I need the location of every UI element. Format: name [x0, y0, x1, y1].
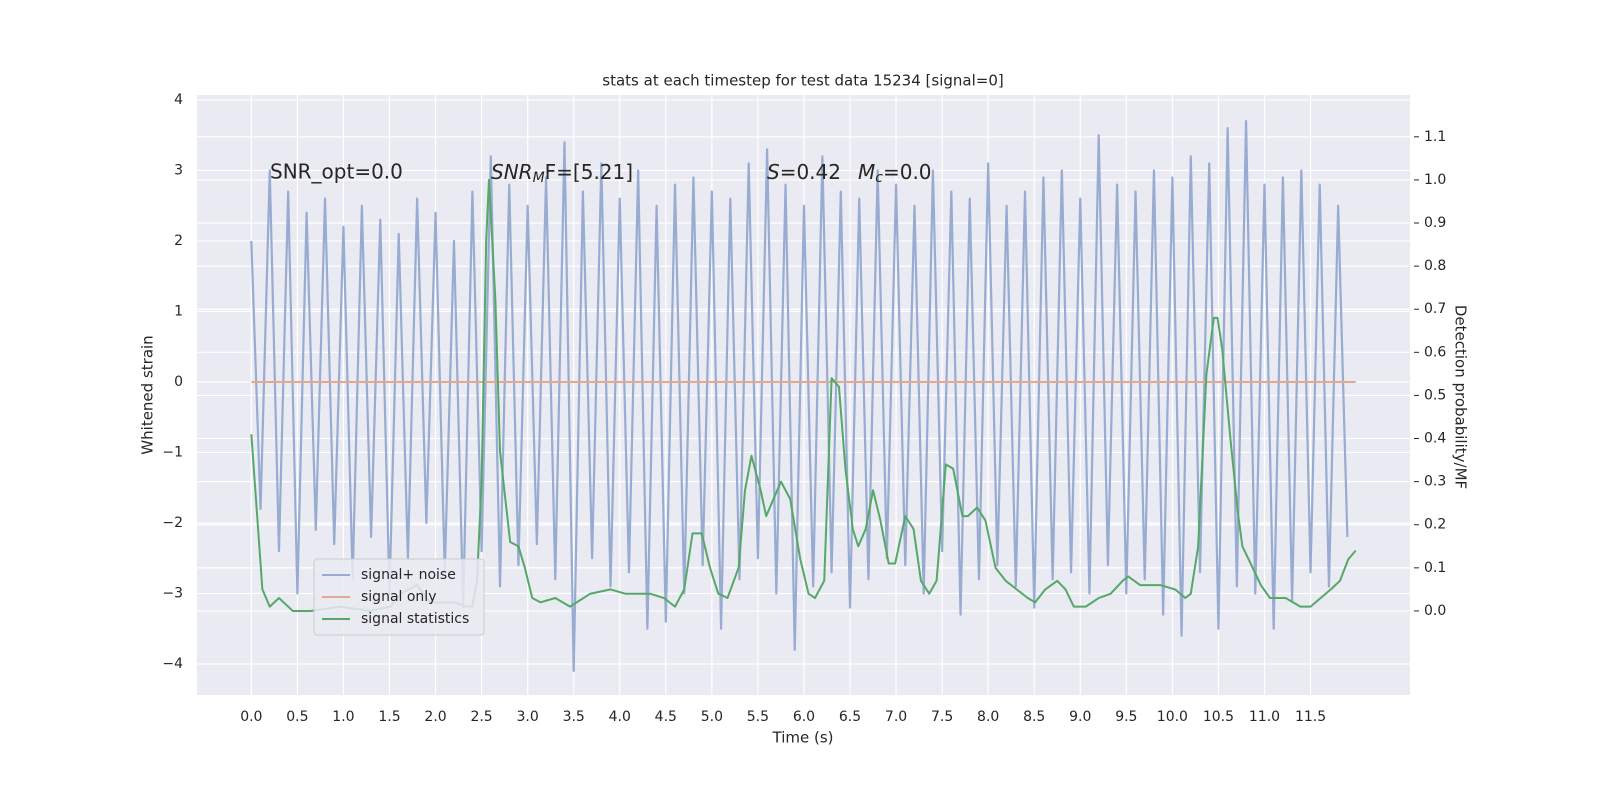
y2-tick-label: 0.9: [1424, 215, 1446, 231]
y2-tick-label: 1.0: [1424, 172, 1446, 188]
x-tick-label: 1.0: [332, 709, 354, 725]
annotation-part: =0.42: [780, 160, 841, 184]
y2-tick-label: 0.0: [1424, 603, 1446, 619]
legend-box: [313, 558, 485, 636]
y-axis-label: Whitened strain: [139, 335, 157, 454]
x-tick-label: 5.0: [701, 709, 723, 725]
y2-axis-label: Detection probability/MF: [1452, 305, 1470, 489]
y-tick-label: −2: [162, 515, 183, 531]
y-tick-label: 0: [174, 374, 183, 390]
legend: signal+ noise signal only signal statistic…: [313, 558, 485, 636]
y2-tick-label: 0.5: [1424, 387, 1446, 403]
x-tick-label: 11.5: [1295, 709, 1326, 725]
x-tick-label: 4.0: [609, 709, 631, 725]
series-line: [250, 119, 1349, 673]
annotation-part: SNR: [491, 160, 533, 184]
x-tick-label: 2.0: [424, 709, 446, 725]
annotation-part: c: [875, 170, 883, 186]
chart-title: stats at each timestep for test data 152…: [602, 72, 1003, 90]
annotation: S=0.42: [767, 160, 841, 184]
x-tick-label: 9.0: [1069, 709, 1091, 725]
x-tick-label: 3.5: [563, 709, 585, 725]
y2-tick-label: 0.1: [1424, 560, 1446, 576]
y-tick-label: −1: [162, 444, 183, 460]
y-tick-label: 3: [174, 162, 183, 178]
x-tick-label: 10.5: [1203, 709, 1234, 725]
y2-tick-label: 0.3: [1424, 474, 1446, 490]
annotation-part: M: [533, 170, 545, 186]
x-tick-label: 6.5: [839, 709, 861, 725]
annotation-part: =0.0: [883, 160, 932, 184]
x-tick-label: 5.5: [747, 709, 769, 725]
y2-tick-label: 1.1: [1424, 129, 1446, 145]
y-tick-label: 1: [174, 303, 183, 319]
annotation-part: F=[5.21]: [545, 160, 633, 184]
x-tick-label: 8.5: [1023, 709, 1045, 725]
y-tick-label: 2: [174, 233, 183, 249]
y-tick-label: −3: [162, 585, 183, 601]
x-axis-label: Time (s): [772, 729, 834, 747]
y2-tick-label: 0.4: [1424, 431, 1446, 447]
y2-tick-label: 0.2: [1424, 517, 1446, 533]
annotation: Mc=0.0: [858, 160, 932, 187]
series-line: [250, 178, 1357, 612]
x-tick-label: 9.5: [1115, 709, 1137, 725]
x-tick-label: 1.5: [378, 709, 400, 725]
annotation-part: S: [767, 160, 780, 184]
y-tick-label: 4: [174, 92, 183, 108]
annotation-part: M: [858, 160, 875, 184]
x-tick-label: 8.0: [977, 709, 999, 725]
x-tick-label: 0.0: [240, 709, 262, 725]
marks: [250, 119, 1357, 673]
y2-tick-label: 0.6: [1424, 344, 1446, 360]
x-tick-label: 4.5: [655, 709, 677, 725]
y2-tick-label: 0.7: [1424, 301, 1446, 317]
x-tick-label: 6.0: [793, 709, 815, 725]
annotation: SNR_opt=0.0: [270, 160, 403, 184]
legend-label: signal+ noise: [361, 567, 456, 583]
x-tick-label: 11.0: [1249, 709, 1280, 725]
x-tick-label: 2.5: [470, 709, 492, 725]
legend-label: signal statistics: [361, 611, 469, 627]
y2-tick-label: 0.8: [1424, 258, 1446, 274]
y-tick-label: −4: [162, 656, 183, 672]
x-tick-label: 7.0: [885, 709, 907, 725]
annotation: SNRMF=[5.21]: [491, 160, 633, 187]
x-tick-label: 10.0: [1157, 709, 1188, 725]
x-tick-label: 3.0: [517, 709, 539, 725]
x-tick-label: 7.5: [931, 709, 953, 725]
legend-label: signal only: [361, 589, 436, 605]
x-tick-label: 0.5: [286, 709, 308, 725]
